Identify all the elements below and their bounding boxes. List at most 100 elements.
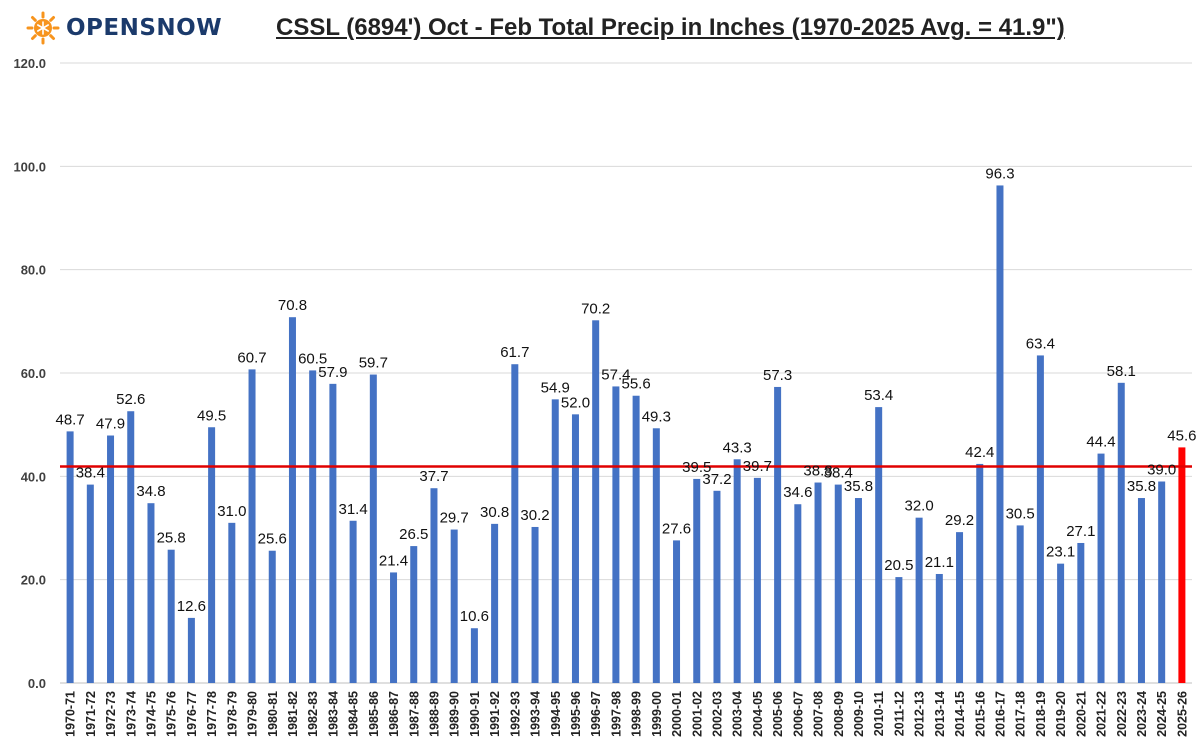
data-label: 53.4 (864, 387, 893, 404)
data-label: 37.7 (419, 468, 448, 485)
data-label: 52.0 (561, 394, 590, 411)
data-label: 38.4 (824, 465, 853, 482)
bar (390, 572, 398, 683)
data-label: 38.8 (803, 463, 832, 480)
data-label: 58.1 (1107, 363, 1136, 380)
bar (814, 482, 822, 683)
x-tick-label: 2000-01 (670, 691, 684, 737)
data-label: 31.4 (339, 501, 368, 518)
bar (834, 484, 842, 683)
data-label: 38.4 (76, 465, 105, 482)
data-label: 26.5 (399, 526, 428, 543)
y-tick-label: 80.0 (21, 263, 46, 278)
x-tick-label: 2003-04 (731, 691, 745, 737)
bar (470, 628, 478, 683)
x-tick-label: 2023-24 (1135, 691, 1149, 737)
bar (66, 431, 74, 683)
x-tick-label: 2025-26 (1175, 691, 1189, 737)
x-tick-label: 2022-23 (1115, 691, 1129, 737)
sun-snowflake-icon (26, 11, 60, 45)
bar (491, 523, 499, 683)
x-tick-label: 1995-96 (569, 691, 583, 737)
bar (208, 427, 216, 683)
x-tick-label: 2009-10 (852, 691, 866, 737)
bar (288, 317, 296, 683)
bar (228, 522, 236, 683)
opensnow-logo: OPENSNOW (26, 10, 222, 46)
bar (733, 459, 741, 683)
bar (329, 383, 337, 683)
data-label: 42.4 (965, 444, 994, 461)
data-label: 31.0 (217, 503, 246, 520)
x-tick-label: 1998-99 (630, 691, 644, 737)
bar (511, 364, 519, 683)
x-tick-label: 2010-11 (872, 691, 886, 736)
x-tick-label: 1976-77 (185, 691, 199, 737)
y-tick-label: 40.0 (21, 469, 46, 484)
x-tick-label: 2001-02 (690, 691, 704, 737)
bar (895, 577, 903, 683)
x-tick-label: 2005-06 (771, 691, 785, 737)
x-tick-label: 1999-00 (650, 691, 664, 737)
bar (753, 477, 761, 683)
data-label: 30.8 (480, 504, 509, 521)
bar (673, 540, 681, 683)
data-label: 39.7 (743, 458, 772, 475)
data-label: 61.7 (500, 344, 529, 361)
data-label: 47.9 (96, 416, 125, 433)
bar (875, 407, 883, 683)
bar (652, 428, 660, 683)
bar (268, 550, 276, 683)
data-label: 49.5 (197, 407, 226, 424)
bar (1057, 563, 1065, 683)
data-label: 12.6 (177, 598, 206, 615)
data-label: 32.0 (905, 498, 934, 515)
bar (187, 617, 195, 683)
x-tick-label: 2017-18 (1014, 691, 1028, 737)
bar (1178, 447, 1186, 683)
data-label: 23.1 (1046, 544, 1075, 561)
bar (774, 386, 782, 683)
data-label: 59.7 (359, 355, 388, 372)
data-label: 70.8 (278, 297, 307, 314)
bar (309, 370, 317, 683)
bar (1158, 481, 1166, 683)
data-label: 96.3 (985, 165, 1014, 182)
x-tick-label: 1997-98 (609, 691, 623, 737)
x-tick-label: 2011-12 (892, 691, 906, 736)
data-label: 57.9 (318, 364, 347, 381)
bar (794, 504, 802, 683)
bar (551, 399, 559, 683)
x-tick-label: 1973-74 (124, 691, 138, 737)
bar (854, 498, 862, 683)
data-label: 39.5 (682, 459, 711, 476)
bar (450, 529, 458, 683)
data-label: 54.9 (541, 379, 570, 396)
data-label: 60.5 (298, 350, 327, 367)
data-label: 49.3 (642, 408, 671, 425)
x-tick-label: 2019-20 (1054, 691, 1068, 737)
data-label: 45.6 (1167, 427, 1196, 444)
x-tick-label: 1975-76 (165, 691, 179, 737)
bar (632, 395, 640, 683)
data-label: 63.4 (1026, 335, 1055, 352)
bar (349, 520, 357, 683)
data-label: 30.5 (1006, 505, 1035, 522)
data-label: 27.6 (662, 520, 691, 537)
x-tick-label: 2018-19 (1034, 691, 1048, 737)
bar (915, 517, 923, 683)
bar (592, 320, 600, 683)
x-tick-label: 2013-14 (933, 691, 947, 737)
data-label: 70.2 (581, 300, 610, 317)
data-label: 10.6 (460, 608, 489, 625)
bar (1016, 525, 1024, 683)
data-label: 25.8 (157, 530, 186, 547)
data-label: 30.2 (520, 507, 549, 524)
x-tick-label: 2024-25 (1155, 691, 1169, 737)
x-tick-label: 1970-71 (64, 691, 78, 737)
y-tick-label: 100.0 (13, 159, 46, 174)
data-label: 21.4 (379, 552, 408, 569)
bar (935, 573, 943, 683)
bar (127, 411, 135, 683)
x-tick-label: 1974-75 (144, 691, 158, 737)
